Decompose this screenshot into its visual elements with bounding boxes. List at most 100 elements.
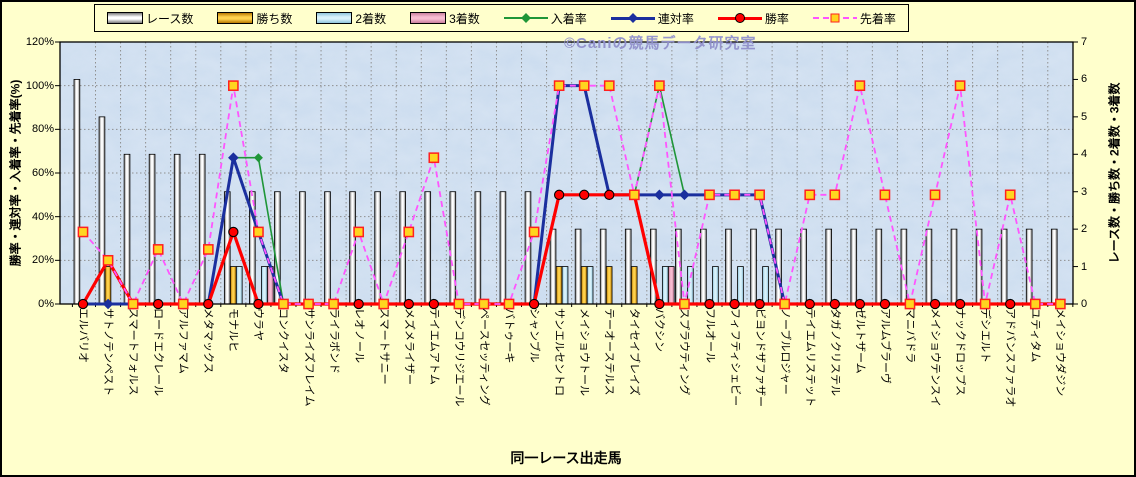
marker-senchaku bbox=[202, 244, 214, 255]
x-axis-label: デシエルト bbox=[979, 308, 992, 363]
bar-wins bbox=[104, 266, 112, 305]
races-swatch bbox=[107, 12, 143, 24]
x-axis-label: ロードエクレール bbox=[152, 308, 165, 396]
bar-races bbox=[624, 228, 632, 305]
bar-races bbox=[198, 153, 206, 305]
marker-shoritsu bbox=[604, 189, 615, 200]
x-axis-label: メイショウテンスイ bbox=[929, 308, 942, 407]
marker-senchaku bbox=[328, 298, 339, 310]
marker-senchaku bbox=[854, 80, 866, 92]
marker-senchaku bbox=[127, 298, 139, 310]
marker-senchaku bbox=[77, 226, 89, 238]
marker-senchaku bbox=[453, 298, 465, 310]
marker-senchaku bbox=[403, 226, 415, 238]
legend-label: 勝率 bbox=[764, 11, 789, 26]
x-axis-label: フィフティシェビー bbox=[728, 308, 741, 407]
y-axis-right-tick: 0 bbox=[1081, 298, 1088, 310]
legend-label: レース数 bbox=[146, 11, 194, 26]
wins-swatch bbox=[217, 12, 254, 24]
x-axis-label: フルオール bbox=[703, 308, 716, 363]
x-axis-label: メズメライザー bbox=[402, 308, 415, 385]
bar-wins bbox=[630, 266, 638, 305]
x-axis-label: テーオーステルス bbox=[603, 308, 616, 396]
marker-shoritsu bbox=[1005, 298, 1016, 310]
marker-senchaku bbox=[679, 298, 690, 310]
bar-races bbox=[875, 228, 883, 305]
marker-senchaku bbox=[253, 226, 264, 238]
x-axis-label: スプラウティング bbox=[678, 308, 691, 396]
x-axis-label: スマートフォルス bbox=[127, 308, 140, 396]
marker-shoritsu bbox=[253, 298, 264, 310]
x-axis-title: 同一レース出走馬 bbox=[510, 450, 622, 466]
bar-races bbox=[148, 153, 156, 305]
y-axis-right-tick: 3 bbox=[1081, 185, 1088, 198]
legend-item-wins: 勝ち数 bbox=[217, 10, 292, 27]
x-axis-label: ユティタム bbox=[1029, 308, 1042, 363]
y-axis-left-tick: 60% bbox=[31, 167, 54, 179]
bar-races bbox=[950, 228, 958, 305]
rentai-swatch bbox=[610, 12, 655, 25]
marker-nyuchaku bbox=[253, 153, 263, 163]
marker-rentai bbox=[102, 298, 114, 310]
y-axis-left-tick: 20% bbox=[31, 254, 54, 267]
x-axis-label: タガノクリステル bbox=[828, 308, 841, 396]
x-axis-label: タイセイブレイズ bbox=[628, 308, 641, 396]
bar-seconds bbox=[737, 266, 744, 305]
marker-senchaku bbox=[929, 189, 941, 201]
x-axis-label: モナルヒ bbox=[227, 308, 240, 352]
x-axis-label: エルバリオ bbox=[77, 308, 89, 363]
x-axis-label: デンコウリジエール bbox=[452, 308, 465, 407]
marker-shoritsu bbox=[553, 189, 565, 200]
marker-senchaku bbox=[378, 298, 390, 310]
legend-item-senchaku: 先着率 bbox=[812, 10, 896, 27]
marker-senchaku bbox=[729, 189, 740, 201]
bar-races bbox=[1000, 228, 1008, 305]
legend-item-nyuchaku: 入着率 bbox=[503, 10, 587, 27]
marker-senchaku bbox=[779, 298, 791, 310]
x-axis-label: メタマックス bbox=[202, 308, 215, 374]
plot-frame bbox=[59, 41, 1074, 305]
marker-senchaku bbox=[979, 298, 991, 310]
legend-item-races: レース数 bbox=[107, 10, 193, 27]
marker-senchaku bbox=[152, 244, 164, 255]
bar-wins bbox=[605, 266, 613, 305]
y-axis-right-tick: 7 bbox=[1081, 36, 1088, 48]
bar-thirds bbox=[667, 266, 675, 305]
bar-races bbox=[474, 191, 482, 305]
x-axis-label: バトゥーキ bbox=[503, 308, 516, 364]
marker-shoritsu bbox=[428, 298, 439, 310]
bar-races bbox=[449, 191, 457, 305]
legend-label: 3着数 bbox=[449, 11, 480, 26]
bar-wins bbox=[555, 266, 563, 305]
x-axis-label: スマートサニー bbox=[377, 308, 390, 385]
watermark: ©Caniの競馬データ研究室 bbox=[564, 35, 757, 52]
marker-senchaku bbox=[879, 189, 891, 201]
y-axis-left-tick: 120% bbox=[25, 36, 54, 48]
marker-shoritsu bbox=[804, 298, 815, 310]
bar-races bbox=[800, 228, 807, 305]
marker-senchaku bbox=[553, 80, 565, 92]
bar-races bbox=[925, 228, 933, 305]
y-axis-right-tick: 1 bbox=[1081, 260, 1088, 273]
x-axis-label: シャンブル bbox=[528, 308, 541, 363]
x-axis-label: アルムブラーヴ bbox=[878, 308, 891, 385]
bar-races bbox=[173, 153, 181, 305]
marker-rentai bbox=[228, 152, 239, 164]
marker-senchaku bbox=[829, 189, 841, 201]
x-axis-label: ペースセッティング bbox=[477, 308, 490, 406]
legend-item-thirds: 3着数 bbox=[410, 10, 480, 27]
marker-senchaku bbox=[528, 226, 540, 238]
marker-shoritsu bbox=[729, 298, 740, 310]
legend-label: 入着率 bbox=[550, 11, 587, 26]
legend-label: 勝ち数 bbox=[256, 11, 293, 26]
marker-shoritsu bbox=[754, 298, 765, 310]
x-axis-label: バクシン bbox=[653, 308, 666, 352]
x-axis-label: ビヨンドザファザー bbox=[753, 308, 766, 407]
bar-races bbox=[1050, 228, 1058, 305]
y-axis-left-tick: 100% bbox=[25, 79, 54, 92]
marker-senchaku bbox=[278, 298, 289, 310]
x-axis-label: コンクイスタ bbox=[277, 308, 290, 374]
marker-shoritsu bbox=[954, 298, 966, 310]
senchaku-swatch bbox=[812, 12, 857, 25]
bar-seconds bbox=[712, 266, 719, 305]
